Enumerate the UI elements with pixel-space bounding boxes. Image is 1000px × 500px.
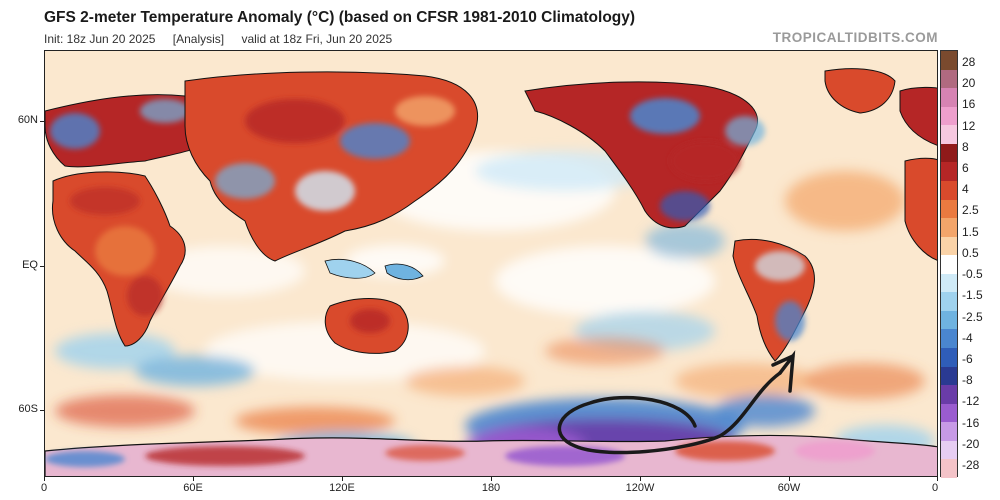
init-time: Init: 18z Jun 20 2025: [44, 32, 156, 46]
colorbar-label: 8: [962, 139, 969, 154]
indonesia-landmass: [324, 258, 376, 279]
colorbar-label: -6: [962, 351, 973, 366]
colorbar-segment: [941, 236, 957, 256]
lon-tick: [44, 477, 45, 481]
antarctica-anomaly: [45, 441, 875, 467]
lon-label-0-left: 0: [40, 482, 48, 494]
colorbar-segment: [941, 422, 957, 442]
valid-time: valid at 18z Fri, Jun 20 2025: [241, 32, 393, 46]
colorbar-label: 28: [962, 55, 976, 69]
colorbar-segment: [941, 143, 957, 163]
colorbar-segment: [941, 292, 957, 312]
europe-east-edge: [899, 86, 937, 146]
lon-label-120w: 120W: [625, 482, 655, 494]
colorbar-segment: [941, 310, 957, 330]
colorbar-label: 16: [962, 97, 976, 112]
lon-tick: [937, 477, 938, 481]
colorbar-label: -2.5: [962, 309, 983, 324]
colorbar-segment: [941, 199, 957, 219]
colorbar-label: -28: [962, 458, 980, 472]
colorbar: [940, 50, 958, 479]
lat-label-60n: 60N: [17, 114, 38, 126]
colorbar-segment: [941, 69, 957, 89]
lon-label-60e: 60E: [183, 482, 203, 494]
colorbar-label: -20: [962, 436, 980, 451]
colorbar-segment: [941, 125, 957, 145]
analysis-tag: [Analysis]: [172, 32, 225, 46]
colorbar-segment: [941, 88, 957, 108]
colorbar-label: -4: [962, 330, 973, 345]
colorbar-segment: [941, 180, 957, 201]
lon-label-180: 180: [481, 482, 501, 494]
colorbar-segment: [941, 329, 957, 349]
colorbar-label: 2.5: [962, 203, 979, 218]
colorbar-segment: [941, 385, 957, 405]
colorbar-segment: [941, 218, 957, 238]
lon-tick: [342, 477, 343, 481]
colorbar-segment: [941, 348, 957, 368]
lat-tick-60n: [40, 121, 44, 122]
colorbar-segment: [941, 162, 957, 182]
africa-east-edge: [904, 157, 937, 261]
lat-label-eq: EQ: [22, 259, 38, 271]
colorbar-label: -16: [962, 415, 980, 430]
lon-tick: [640, 477, 641, 481]
colorbar-label: 12: [962, 118, 976, 133]
lon-tick: [193, 477, 194, 481]
lat-tick-eq: [40, 266, 44, 267]
colorbar-segment: [941, 51, 957, 71]
colorbar-segment: [941, 403, 957, 423]
lon-label-0-right: 0: [931, 482, 939, 494]
lon-label-60w: 60W: [777, 482, 801, 494]
colorbar-segment: [941, 366, 957, 386]
new-guinea-landmass: [384, 263, 424, 281]
colorbar-label: 20: [962, 76, 976, 91]
annotation-loop: [557, 371, 782, 455]
colorbar-segment: [941, 106, 957, 126]
colorbar-segment: [941, 459, 957, 479]
lon-label-120e: 120E: [329, 482, 355, 494]
colorbar-label: -8: [962, 373, 973, 388]
chart-subtitle: Init: 18z Jun 20 2025 [Analysis] valid a…: [44, 32, 406, 46]
colorbar-label: 0.5: [962, 245, 979, 260]
greenland-landmass: [824, 68, 896, 114]
colorbar-segment: [941, 255, 957, 275]
colorbar-segment: [941, 273, 957, 293]
colorbar-label: 6: [962, 161, 969, 176]
colorbar-label: -12: [962, 394, 980, 409]
colorbar-segment: [941, 440, 957, 460]
lat-tick-60s: [40, 410, 44, 411]
annotation-arrowhead: [771, 350, 796, 393]
colorbar-label: 1.5: [962, 224, 979, 239]
colorbar-label: 4: [962, 182, 969, 197]
brand-watermark: TROPICALTIDBITS.COM: [772, 30, 938, 45]
lon-tick: [491, 477, 492, 481]
colorbar-label: -1.5: [962, 288, 983, 303]
lat-label-60s: 60S: [18, 403, 38, 415]
anomaly-map-svg: [45, 51, 937, 476]
chart-title: GFS 2-meter Temperature Anomaly (°C) (ba…: [44, 9, 636, 26]
colorbar-label: -0.5: [962, 267, 983, 282]
lon-tick: [789, 477, 790, 481]
anomaly-map: [44, 50, 938, 477]
